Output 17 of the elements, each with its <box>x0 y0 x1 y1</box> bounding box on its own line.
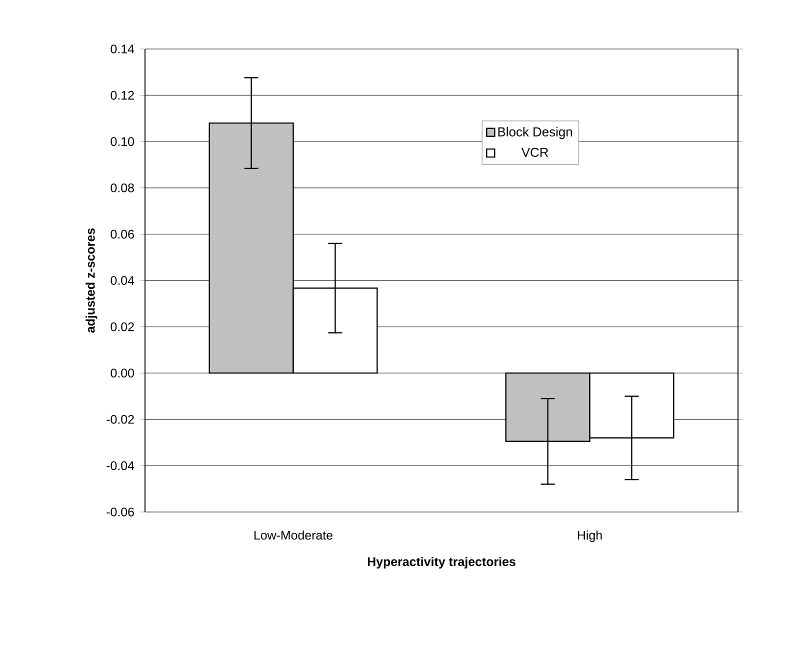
legend-label: Block Design <box>498 126 572 140</box>
y-tick-label: 0.00 <box>110 368 134 378</box>
y-tick-label: -0.02 <box>106 414 134 424</box>
x-tick-label: High <box>578 530 602 542</box>
x-tick-label: Low-Moderate <box>254 530 332 540</box>
y-tick-label: 0.04 <box>110 276 134 285</box>
y-tick-label: -0.04 <box>106 461 134 470</box>
y-tick-label: 0.10 <box>110 137 134 146</box>
x-axis-title: Hyperactivity trajectories <box>368 556 516 569</box>
y-tick-label: 0.02 <box>110 322 134 332</box>
y-axis-title: adjusted z-scores <box>86 228 98 333</box>
y-tick-label: 0.12 <box>110 90 134 100</box>
y-tick-label: 0.14 <box>110 44 134 54</box>
legend-label: VCR <box>521 148 548 157</box>
y-tick-label: 0.06 <box>110 230 134 239</box>
y-tick-label: -0.06 <box>106 508 134 516</box>
y-tick-label: 0.08 <box>110 183 134 192</box>
